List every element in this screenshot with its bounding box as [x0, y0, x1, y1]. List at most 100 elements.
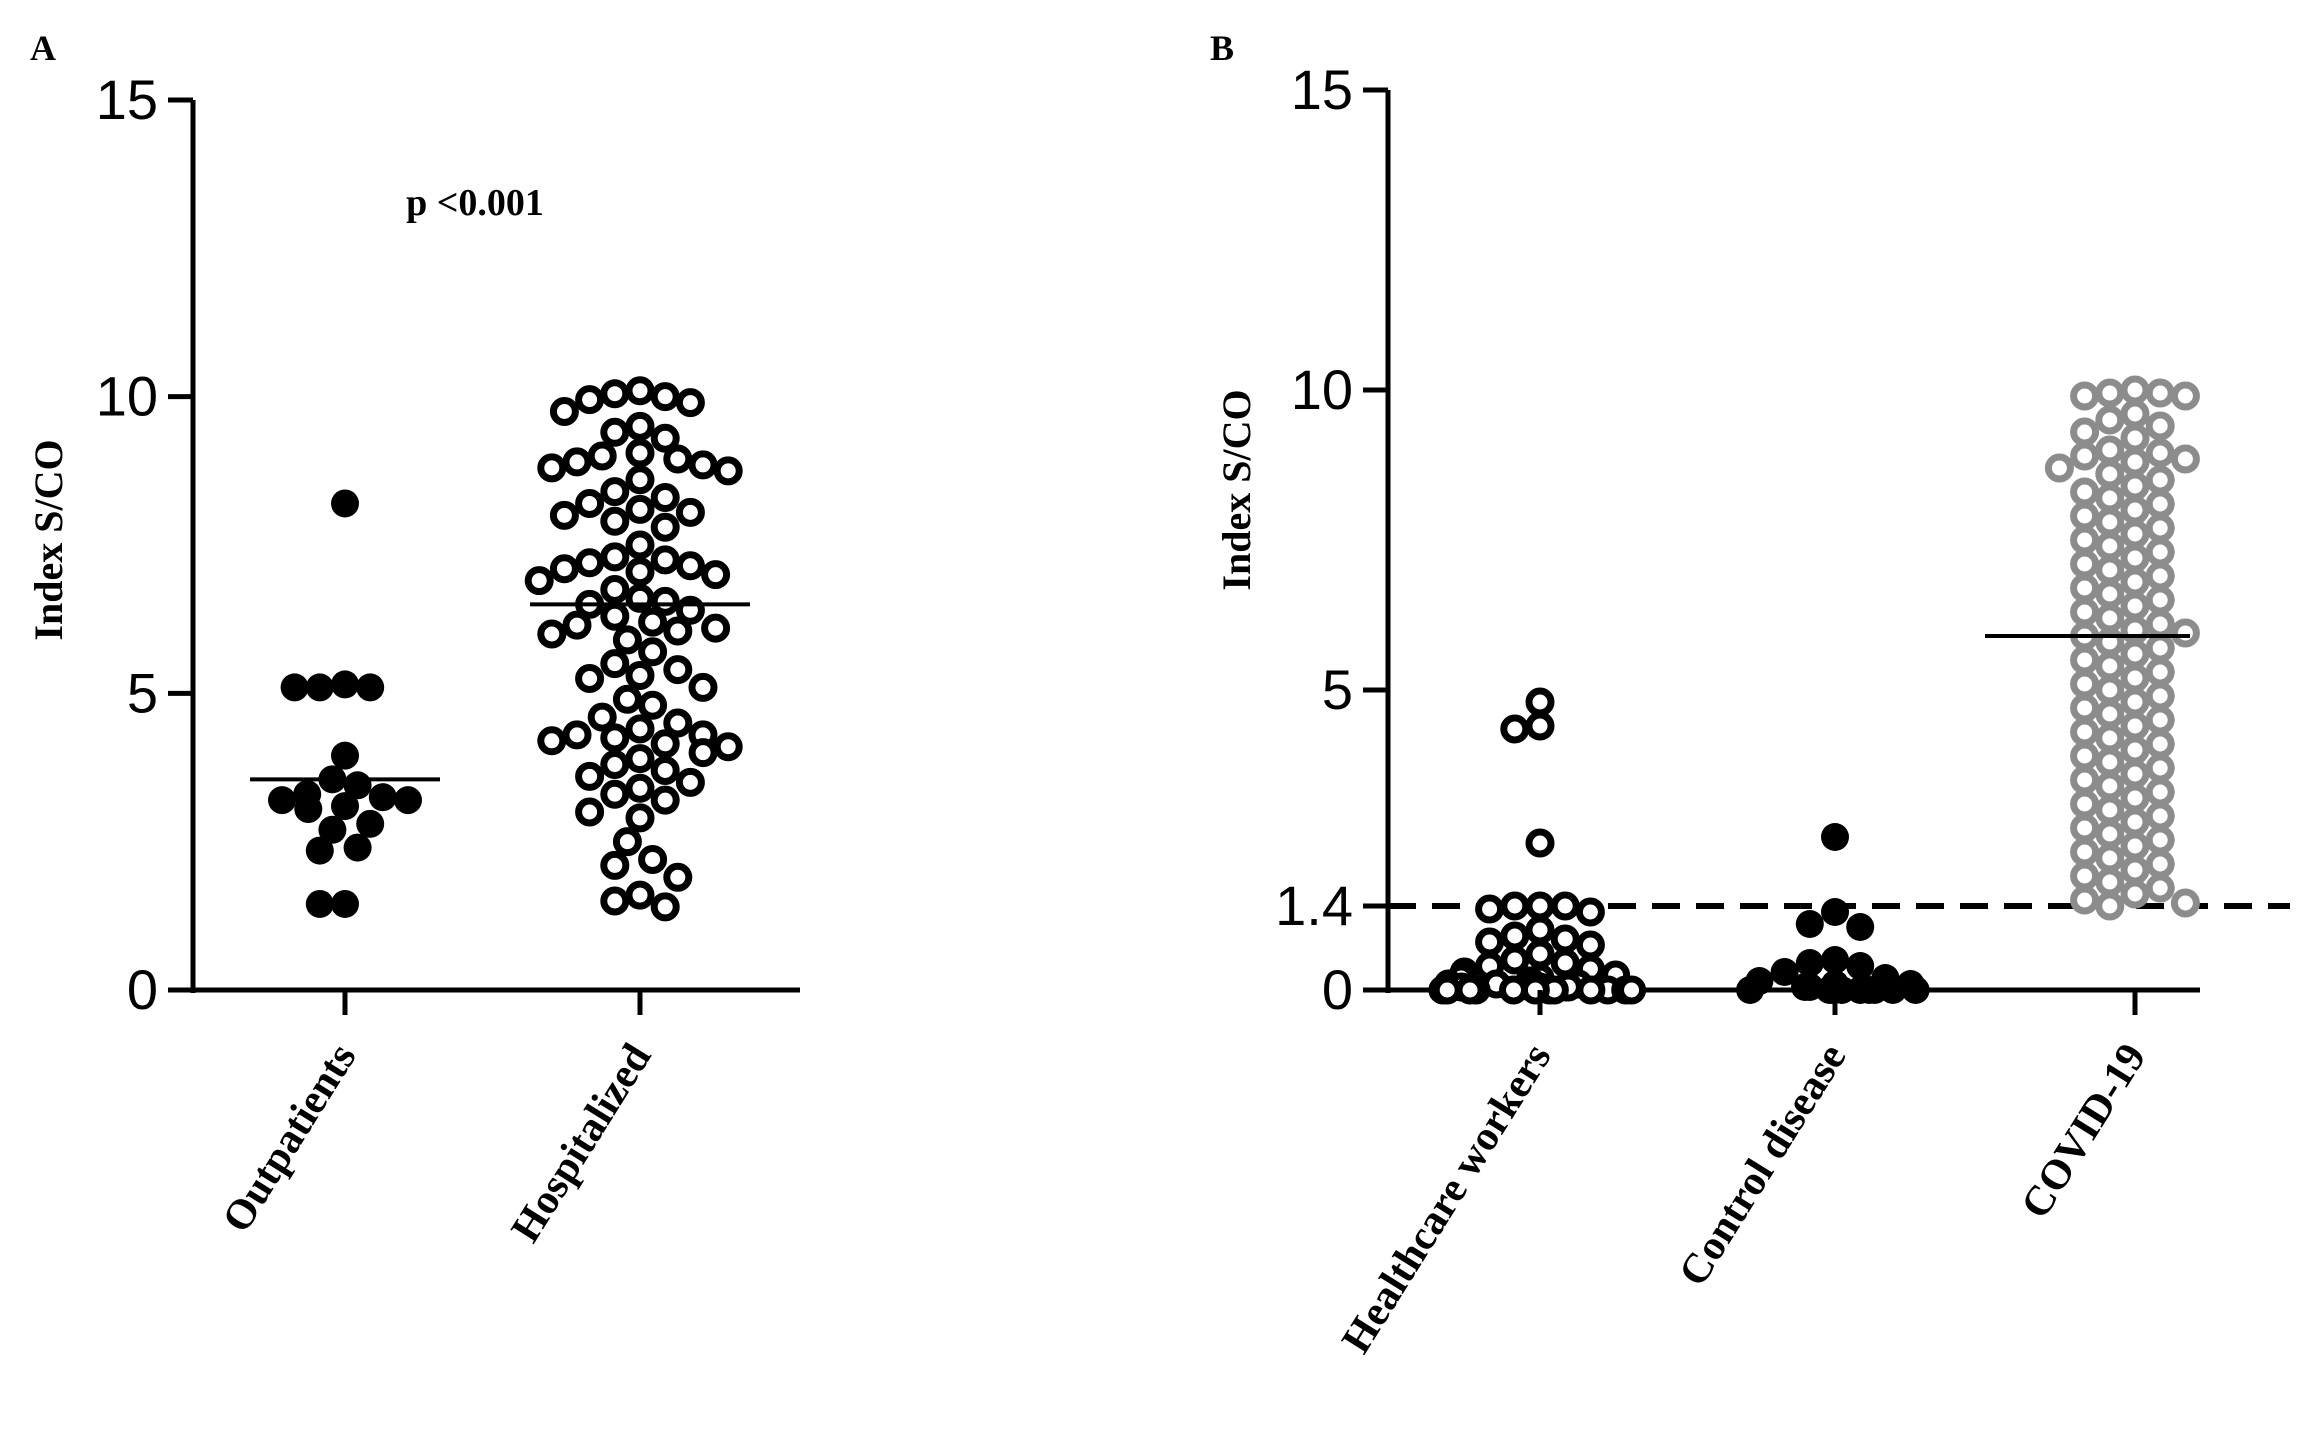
data-point	[654, 516, 676, 538]
data-point	[2099, 583, 2121, 605]
data-point	[629, 718, 651, 740]
data-point	[1554, 928, 1576, 950]
data-point	[1821, 898, 1849, 926]
data-point	[604, 421, 626, 443]
data-point	[2149, 685, 2171, 707]
data-point	[1736, 976, 1764, 1004]
data-point	[2149, 733, 2171, 755]
data-point	[2074, 421, 2096, 443]
data-point	[1579, 934, 1601, 956]
data-point	[579, 552, 601, 574]
data-point	[629, 442, 651, 464]
data-point	[2099, 727, 2121, 749]
data-point	[679, 392, 701, 414]
data-point	[1504, 925, 1526, 947]
data-point	[629, 561, 651, 583]
data-point	[692, 454, 714, 476]
data-point	[2124, 595, 2146, 617]
data-point	[629, 498, 651, 520]
data-point	[1791, 973, 1819, 1001]
data-point	[2149, 661, 2171, 683]
data-point	[604, 579, 626, 601]
data-point	[2074, 865, 2096, 887]
data-point	[579, 765, 601, 787]
data-point	[604, 510, 626, 532]
data-point	[629, 665, 651, 687]
data-point	[566, 451, 588, 473]
data-point	[717, 460, 739, 482]
data-point	[2099, 535, 2121, 557]
data-point	[356, 810, 384, 838]
data-point	[2149, 637, 2171, 659]
data-point	[654, 896, 676, 918]
data-point	[2074, 505, 2096, 527]
panel-b-y-tick-label: 15	[1291, 58, 1353, 121]
data-point	[2124, 403, 2146, 425]
data-point	[2174, 385, 2196, 407]
data-point	[2074, 481, 2096, 503]
panel-a-y-axis-label: Index S/CO	[26, 439, 71, 640]
data-point	[604, 481, 626, 503]
data-point	[616, 688, 638, 710]
panel-a-y-tick-label: 5	[127, 661, 158, 724]
data-point	[2149, 517, 2171, 539]
data-point	[629, 884, 651, 906]
data-point	[667, 659, 689, 681]
data-point	[2074, 673, 2096, 695]
panel-b-y-tick-label: 5	[1322, 658, 1353, 721]
data-point	[1529, 691, 1551, 713]
data-point	[2124, 379, 2146, 401]
data-point	[2099, 439, 2121, 461]
data-point	[2124, 715, 2146, 737]
data-point	[654, 789, 676, 811]
data-point	[2149, 469, 2171, 491]
data-point	[394, 786, 422, 814]
data-point	[2124, 643, 2146, 665]
panel-a-label: A	[30, 28, 56, 68]
data-point	[654, 549, 676, 571]
data-point	[2099, 799, 2121, 821]
data-point	[2124, 499, 2146, 521]
data-point	[1504, 718, 1526, 740]
panel-b-y-axis-label: Index S/CO	[1214, 389, 1259, 590]
panel-a-y-tick-label: 10	[96, 365, 158, 428]
data-point	[1504, 895, 1526, 917]
data-point	[1846, 913, 1874, 941]
data-point	[566, 724, 588, 746]
data-point	[642, 611, 664, 633]
data-point	[654, 487, 676, 509]
data-point	[331, 792, 359, 820]
data-point	[717, 736, 739, 758]
data-point	[1529, 832, 1551, 854]
data-point	[1554, 895, 1576, 917]
data-point	[679, 501, 701, 523]
data-point	[2149, 757, 2171, 779]
data-point	[2124, 835, 2146, 857]
data-point	[604, 754, 626, 776]
data-point	[579, 801, 601, 823]
data-point	[1821, 946, 1849, 974]
panel-a-x-tick-label: Hospitalized	[503, 1036, 661, 1250]
data-point	[331, 489, 359, 517]
data-point	[2149, 415, 2171, 437]
data-point	[2074, 553, 2096, 575]
data-point	[679, 771, 701, 793]
data-point	[2099, 703, 2121, 725]
data-point	[2149, 382, 2171, 404]
data-point	[1529, 943, 1551, 965]
data-point	[268, 786, 296, 814]
data-point	[604, 605, 626, 627]
data-point	[1879, 976, 1907, 1004]
data-point	[629, 469, 651, 491]
data-point	[2099, 847, 2121, 869]
data-point	[642, 848, 664, 870]
data-point	[2124, 667, 2146, 689]
data-point	[667, 620, 689, 642]
data-point	[2174, 892, 2196, 914]
data-point	[629, 534, 651, 556]
data-point	[2124, 475, 2146, 497]
data-point	[604, 653, 626, 675]
data-point	[369, 783, 397, 811]
data-point	[2074, 841, 2096, 863]
data-point	[1479, 931, 1501, 953]
